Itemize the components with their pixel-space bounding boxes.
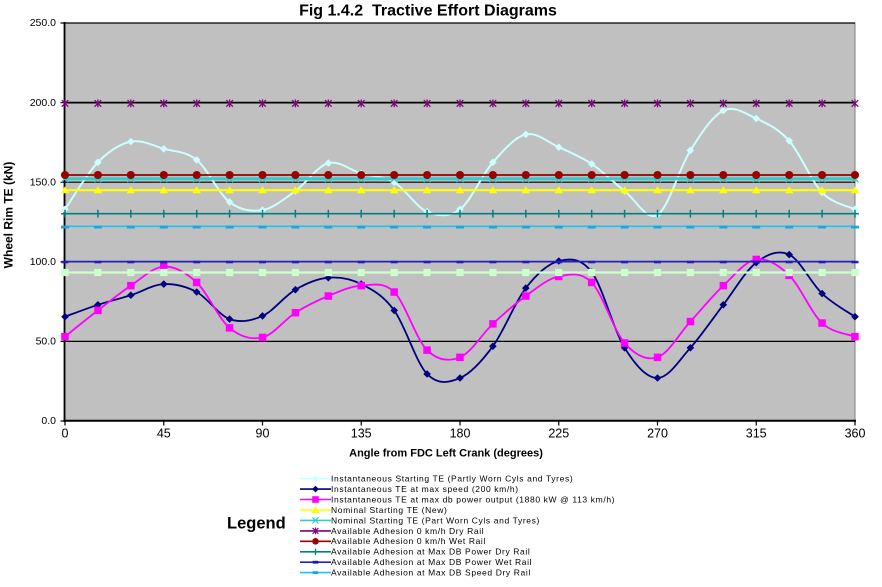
svg-text:Fig 1.4.2 Tractive Effort Dia: Fig 1.4.2 Tractive Effort Diagrams [299, 2, 557, 19]
svg-text:150.0: 150.0 [30, 176, 56, 188]
svg-text:Nominal Starting TE (New): Nominal Starting TE (New) [331, 505, 447, 515]
svg-text:250.0: 250.0 [30, 17, 56, 29]
svg-text:315: 315 [746, 427, 767, 441]
svg-text:135: 135 [351, 427, 372, 441]
svg-text:90: 90 [256, 427, 270, 441]
svg-text:0: 0 [62, 427, 69, 441]
svg-text:Wheel Rim TE (kN): Wheel Rim TE (kN) [2, 162, 16, 269]
svg-text:200.0: 200.0 [30, 97, 56, 109]
svg-text:Available Adhesion at Max DB P: Available Adhesion at Max DB Power Wet R… [331, 557, 532, 567]
svg-text:Available Adhesion 0 km/h Wet: Available Adhesion 0 km/h Wet Rail [331, 536, 486, 546]
svg-text:0.0: 0.0 [41, 415, 56, 427]
svg-text:Instantaneous Starting TE (Par: Instantaneous Starting TE (Partly Worn C… [331, 474, 573, 484]
svg-text:Angle from FDC Left Crank (deg: Angle from FDC Left Crank (degrees) [349, 448, 543, 460]
svg-text:50.0: 50.0 [36, 336, 57, 348]
svg-text:225: 225 [548, 427, 569, 441]
svg-text:Instantaneous TE at max db pow: Instantaneous TE at max db power output … [331, 494, 615, 504]
svg-text:270: 270 [647, 427, 668, 441]
svg-text:360: 360 [845, 427, 866, 441]
svg-text:Available Adhesion at Max DB P: Available Adhesion at Max DB Power Dry R… [331, 547, 530, 557]
svg-text:Legend: Legend [227, 515, 286, 533]
svg-text:180: 180 [450, 427, 471, 441]
svg-text:Nominal Starting TE (Part Worn: Nominal Starting TE (Part Worn Cyls and … [331, 515, 540, 525]
svg-text:Available Adhesion 0 km/h Dry: Available Adhesion 0 km/h Dry Rail [331, 526, 484, 536]
svg-text:45: 45 [157, 427, 171, 441]
svg-text:Available Adhesion at Max DB S: Available Adhesion at Max DB Speed Dry R… [331, 568, 531, 578]
svg-text:100.0: 100.0 [30, 256, 56, 268]
svg-text:Instantaneous TE at max speed: Instantaneous TE at max speed (200 km/h) [331, 484, 519, 494]
